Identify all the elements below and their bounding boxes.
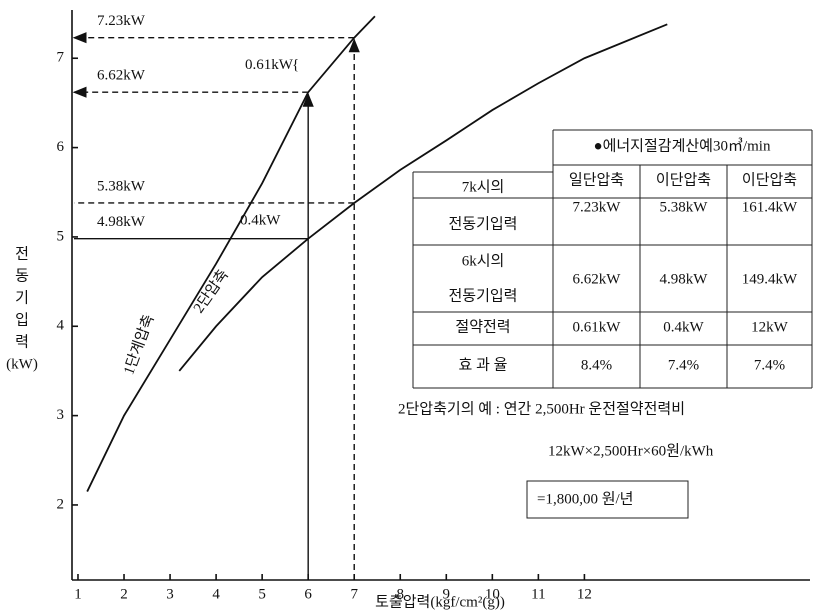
y-tick-label: 7: [57, 50, 65, 66]
x-tick-label: 5: [258, 586, 266, 602]
table-header: 이단압축: [656, 171, 711, 188]
curve-label: 1단계압축: [120, 312, 157, 377]
table-cell: 7.23kW: [573, 199, 622, 215]
x-axis-label: 토출압력(kgf/cm²(g)): [375, 593, 505, 610]
curve: [86, 15, 376, 492]
table-cell: 8.4%: [581, 357, 612, 373]
y-axis-label: (kW): [6, 356, 38, 372]
y-tick-label: 4: [57, 318, 65, 334]
y-axis-label: 력: [15, 333, 29, 350]
x-tick-label: 12: [577, 586, 592, 602]
note-box: [526, 480, 689, 519]
table-title: ●에너지절감계산예30㎥/min: [594, 137, 771, 154]
table-cell: 7.4%: [754, 357, 785, 373]
note: 2단압축기의 예 : 연간 2,500Hr 운전절약전력비: [398, 400, 685, 417]
guide-label: 4.98kW: [97, 214, 146, 230]
note: 12kW×2,500Hr×60원/kWh: [548, 442, 714, 459]
x-tick-label: 7: [350, 586, 358, 602]
x-tick-label: 8: [397, 586, 405, 602]
y-tick-label: 6: [57, 139, 65, 155]
guide-label: 6.62kW: [97, 68, 146, 84]
guide-label: 7.23kW: [97, 13, 146, 29]
table-header: 이단압축: [742, 171, 797, 188]
y-axis-label: 기: [15, 289, 29, 306]
x-tick-label: 6: [304, 586, 312, 602]
guide-label: 5.38kW: [97, 178, 146, 194]
brace: {: [292, 57, 299, 73]
table-cell: 12kW: [751, 319, 789, 335]
table-cell: 0.61kW: [573, 319, 622, 335]
table-header: 일단압축: [569, 171, 624, 188]
x-tick-label: 1: [74, 586, 82, 602]
x-tick-label: 4: [212, 586, 220, 602]
table-cell: 4.98kW: [660, 271, 709, 287]
row-label: 효 과 율: [459, 356, 508, 373]
table-cell: 149.4kW: [742, 271, 798, 287]
row-label: 7k시의: [462, 178, 505, 195]
y-axis-label: 동: [15, 268, 29, 284]
row-label: 전동기입력: [448, 215, 517, 232]
table-cell: 5.38kW: [660, 199, 709, 215]
row-label: 절약전력: [455, 318, 510, 335]
x-tick-label: 9: [443, 586, 451, 602]
x-tick-label: 2: [120, 586, 128, 602]
y-tick-label: 2: [57, 496, 65, 512]
difference-label: 0.61kW: [245, 57, 294, 73]
row-label: 6k시의: [462, 252, 505, 269]
x-tick-label: 3: [166, 586, 174, 602]
y-axis-label: 입: [15, 311, 29, 328]
x-tick-label: 11: [531, 586, 545, 602]
table-cell: 6.62kW: [573, 271, 622, 287]
curve-label: 2단압축: [190, 266, 232, 316]
curve: [178, 23, 668, 372]
table-cell: 0.4kW: [663, 319, 704, 335]
difference-label: 0.4kW: [240, 212, 281, 228]
y-axis-label: 전: [15, 245, 29, 262]
note: =1,800,00 원/년: [537, 490, 633, 507]
y-tick-label: 3: [57, 407, 65, 423]
table-cell: 7.4%: [668, 357, 699, 373]
row-label: 전동기입력: [448, 287, 517, 304]
table-cell: 161.4kW: [742, 199, 798, 215]
x-tick-label: 10: [485, 586, 500, 602]
y-tick-label: 5: [57, 228, 65, 244]
